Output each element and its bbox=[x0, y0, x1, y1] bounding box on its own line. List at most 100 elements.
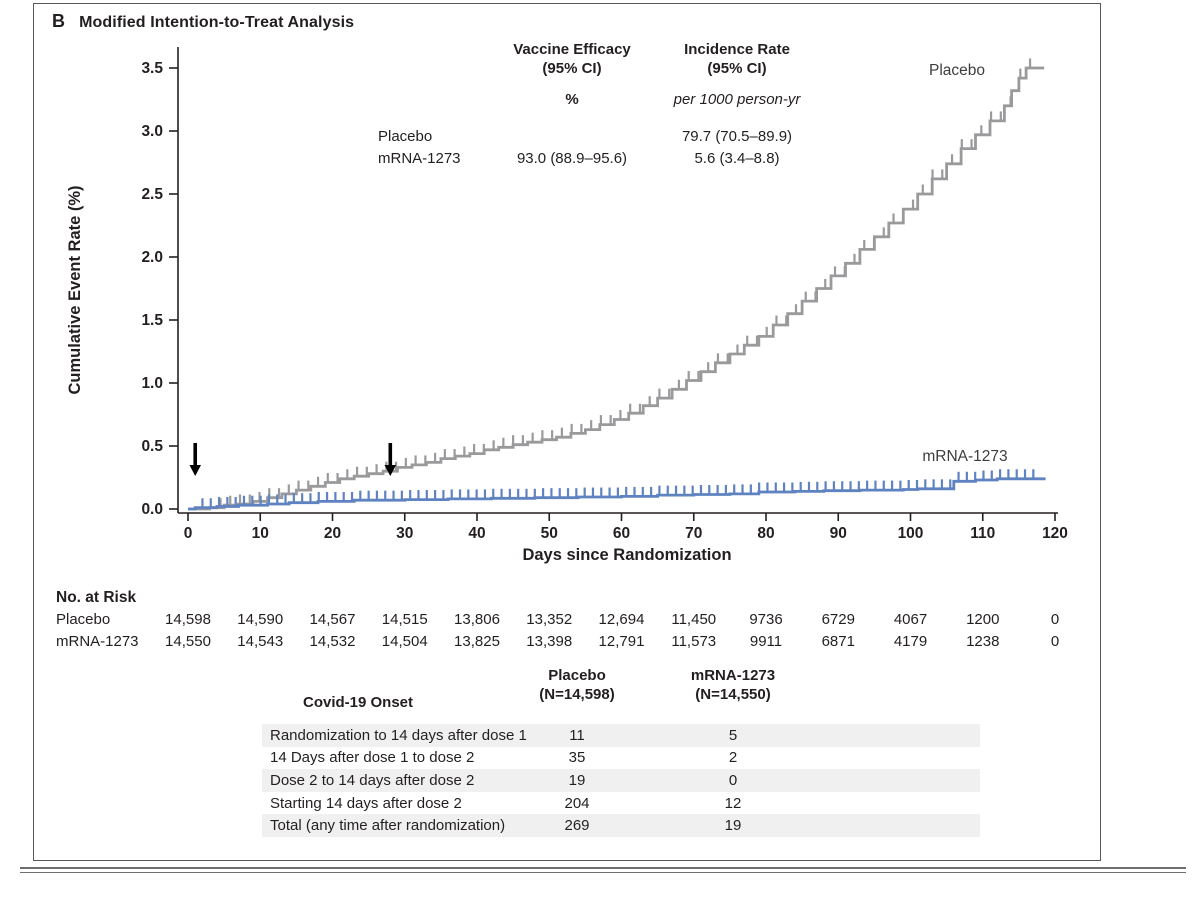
efficacy-unit: % bbox=[565, 91, 579, 108]
risk-value: 9736 bbox=[749, 611, 783, 628]
incidence-unit: per 1000 person-yr bbox=[673, 91, 801, 108]
svg-text:40: 40 bbox=[468, 525, 485, 542]
onset-placebo-value: 204 bbox=[564, 794, 590, 812]
onset-table-row: 14 Days after dose 1 to dose 2 35 2 bbox=[262, 747, 980, 770]
panel-title-text: Modified Intention-to-Treat Analysis bbox=[79, 14, 355, 31]
x-axis-label: Days since Randomization bbox=[522, 546, 731, 564]
svg-text:0.0: 0.0 bbox=[141, 501, 163, 518]
onset-row-label: 14 Days after dose 1 to dose 2 bbox=[270, 749, 475, 767]
risk-value: 11,573 bbox=[671, 633, 717, 650]
svg-text:3.5: 3.5 bbox=[141, 60, 163, 77]
onset-col-mrna-header: mRNA-1273 (N=14,550) bbox=[663, 666, 803, 704]
risk-value: 14,567 bbox=[309, 611, 356, 628]
mrna-curve bbox=[188, 469, 1046, 511]
onset-col-mrna-line1: mRNA-1273 bbox=[690, 667, 776, 684]
risk-row-mrna-label: mRNA-1273 bbox=[56, 633, 139, 650]
svg-text:2.0: 2.0 bbox=[141, 249, 163, 266]
dose-arrows bbox=[189, 443, 397, 476]
risk-value: 4179 bbox=[893, 633, 928, 650]
risk-table-title: No. at Risk bbox=[56, 589, 137, 606]
risk-row-placebo-label: Placebo bbox=[56, 611, 111, 628]
efficacy-header-line2: (95% CI) bbox=[542, 60, 602, 77]
onset-col-placebo-header: Placebo (N=14,598) bbox=[507, 666, 647, 704]
risk-value: 14,543 bbox=[237, 633, 284, 650]
risk-value: 12,694 bbox=[598, 611, 645, 628]
onset-table-title: Covid-19 Onset bbox=[302, 694, 414, 711]
onset-col-placebo-line1: Placebo bbox=[548, 667, 606, 684]
risk-value: 6871 bbox=[821, 633, 855, 650]
onset-placebo-value: 19 bbox=[568, 771, 586, 789]
risk-value: 1200 bbox=[966, 611, 1000, 628]
onset-table-row: Randomization to 14 days after dose 1 11 5 bbox=[262, 724, 980, 747]
svg-text:2.5: 2.5 bbox=[141, 186, 163, 203]
svg-text:120: 120 bbox=[1042, 525, 1068, 542]
onset-row-label: Total (any time after randomization) bbox=[270, 817, 506, 835]
svg-text:80: 80 bbox=[757, 525, 774, 542]
y-axis-label: Cumulative Event Rate (%) bbox=[66, 185, 84, 394]
onset-col-mrna-line2: (N=14,550) bbox=[695, 686, 771, 703]
svg-text:1.0: 1.0 bbox=[141, 375, 163, 392]
risk-value: 14,598 bbox=[165, 611, 211, 628]
onset-mrna-value: 2 bbox=[728, 749, 738, 767]
svg-text:60: 60 bbox=[613, 525, 630, 542]
risk-value: 0 bbox=[1050, 611, 1060, 628]
figure-border-box bbox=[33, 3, 1101, 861]
risk-value: 13,806 bbox=[454, 611, 500, 628]
svg-text:0: 0 bbox=[184, 525, 193, 542]
risk-value: 14,590 bbox=[237, 611, 284, 628]
onset-placebo-value: 35 bbox=[568, 749, 586, 767]
efficacy-value-mrna: 93.0 (88.9–95.6) bbox=[516, 150, 628, 167]
svg-text:10: 10 bbox=[252, 525, 269, 542]
onset-placebo-value: 269 bbox=[564, 817, 590, 835]
bottom-double-rule bbox=[20, 867, 1186, 873]
risk-value: 12,791 bbox=[598, 633, 645, 650]
onset-placebo-value: 11 bbox=[569, 726, 585, 744]
placebo-curve-label: Placebo bbox=[928, 62, 985, 79]
efficacy-header-line1: Vaccine Efficacy bbox=[513, 41, 631, 58]
panel-letter: B bbox=[52, 11, 66, 31]
placebo-curve bbox=[188, 58, 1045, 511]
svg-text:100: 100 bbox=[898, 525, 924, 542]
chart-axes: 0.0 0.5 1.0 1.5 2.0 2.5 3.0 3.5 0 10 20 30 40 50 60 70 8… bbox=[66, 47, 1068, 564]
risk-value: 1238 bbox=[966, 633, 1000, 650]
onset-row-label: Dose 2 to 14 days after dose 2 bbox=[270, 771, 475, 789]
onset-mrna-value: 5 bbox=[728, 726, 738, 744]
risk-value: 4067 bbox=[893, 611, 928, 628]
onset-table-row: Total (any time after randomization) 269 1… bbox=[262, 814, 980, 837]
onset-table-rows: Randomization to 14 days after dose 1 11 5… bbox=[262, 724, 980, 837]
onset-mrna-value: 19 bbox=[724, 817, 742, 835]
svg-text:3.0: 3.0 bbox=[141, 123, 163, 140]
risk-value: 14,515 bbox=[381, 611, 428, 628]
svg-text:1.5: 1.5 bbox=[141, 312, 163, 329]
efficacy-header: Vaccine Efficacy (95% CI) bbox=[487, 40, 657, 78]
risk-value: 6729 bbox=[821, 611, 855, 628]
svg-text:50: 50 bbox=[541, 525, 558, 542]
onset-mrna-value: 0 bbox=[728, 771, 738, 789]
onset-table-row: Dose 2 to 14 days after dose 2 19 0 bbox=[262, 769, 980, 792]
incidence-header-line1: Incidence Rate bbox=[684, 41, 790, 58]
svg-text:90: 90 bbox=[830, 525, 847, 542]
onset-row-label: Starting 14 days after dose 2 bbox=[270, 794, 462, 812]
onset-col-placebo-line2: (N=14,598) bbox=[539, 686, 615, 703]
svg-text:30: 30 bbox=[396, 525, 413, 542]
stats-row-mrna-label: mRNA-1273 bbox=[378, 150, 461, 167]
svg-text:110: 110 bbox=[970, 525, 995, 542]
risk-value: 13,352 bbox=[526, 611, 573, 628]
incidence-header: Incidence Rate (95% CI) bbox=[652, 40, 822, 78]
stats-row-placebo-label: Placebo bbox=[378, 128, 433, 145]
risk-value: 9911 bbox=[749, 633, 783, 650]
risk-value: 0 bbox=[1050, 633, 1060, 650]
onset-row-label: Randomization to 14 days after dose 1 bbox=[270, 726, 527, 744]
mrna-curve-label: mRNA-1273 bbox=[922, 448, 1008, 465]
panel-title: B Modified Intention-to-Treat Analysis bbox=[52, 11, 354, 32]
risk-value: 14,550 bbox=[165, 633, 211, 650]
risk-value: 14,504 bbox=[381, 633, 428, 650]
risk-value: 11,450 bbox=[671, 611, 717, 628]
svg-text:0.5: 0.5 bbox=[141, 438, 163, 455]
incidence-value-placebo: 79.7 (70.5–89.9) bbox=[681, 128, 793, 145]
incidence-header-line2: (95% CI) bbox=[707, 60, 767, 77]
incidence-value-mrna: 5.6 (3.4–8.8) bbox=[694, 150, 780, 167]
risk-value: 13,825 bbox=[454, 633, 500, 650]
